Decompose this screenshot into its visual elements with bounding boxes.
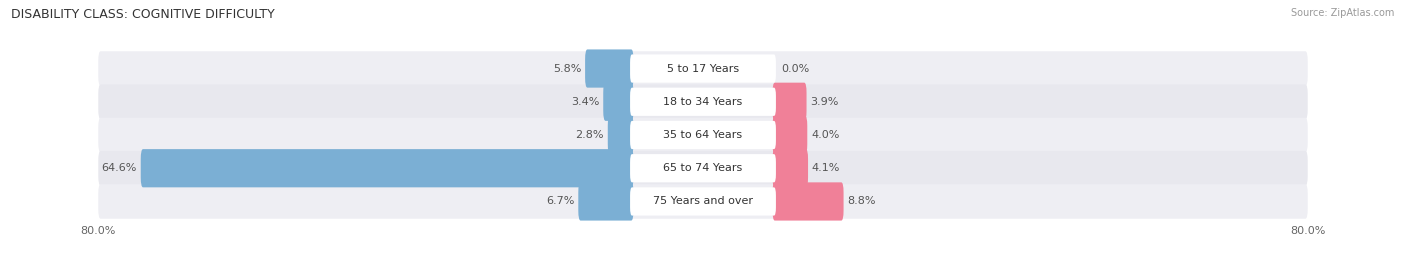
FancyBboxPatch shape bbox=[585, 49, 634, 88]
Text: 6.7%: 6.7% bbox=[546, 197, 575, 207]
FancyBboxPatch shape bbox=[98, 85, 1308, 119]
FancyBboxPatch shape bbox=[98, 118, 1308, 152]
FancyBboxPatch shape bbox=[630, 121, 776, 149]
Text: 2.8%: 2.8% bbox=[575, 130, 605, 140]
FancyBboxPatch shape bbox=[772, 182, 844, 221]
Text: 3.9%: 3.9% bbox=[810, 97, 839, 107]
Text: Source: ZipAtlas.com: Source: ZipAtlas.com bbox=[1291, 8, 1395, 18]
Text: 0.0%: 0.0% bbox=[780, 63, 808, 73]
Text: 3.4%: 3.4% bbox=[571, 97, 599, 107]
Text: 64.6%: 64.6% bbox=[101, 163, 136, 173]
Text: 65 to 74 Years: 65 to 74 Years bbox=[664, 163, 742, 173]
Legend: Male, Female: Male, Female bbox=[641, 269, 765, 270]
FancyBboxPatch shape bbox=[98, 51, 1308, 86]
Text: 18 to 34 Years: 18 to 34 Years bbox=[664, 97, 742, 107]
FancyBboxPatch shape bbox=[630, 88, 776, 116]
Text: 5.8%: 5.8% bbox=[553, 63, 581, 73]
FancyBboxPatch shape bbox=[630, 55, 776, 83]
FancyBboxPatch shape bbox=[98, 184, 1308, 219]
Text: 4.0%: 4.0% bbox=[811, 130, 839, 140]
FancyBboxPatch shape bbox=[607, 116, 634, 154]
Text: 5 to 17 Years: 5 to 17 Years bbox=[666, 63, 740, 73]
FancyBboxPatch shape bbox=[772, 149, 808, 187]
Text: 4.1%: 4.1% bbox=[811, 163, 841, 173]
FancyBboxPatch shape bbox=[98, 151, 1308, 185]
Text: 75 Years and over: 75 Years and over bbox=[652, 197, 754, 207]
FancyBboxPatch shape bbox=[141, 149, 634, 187]
FancyBboxPatch shape bbox=[772, 116, 807, 154]
Text: 8.8%: 8.8% bbox=[848, 197, 876, 207]
FancyBboxPatch shape bbox=[630, 187, 776, 215]
FancyBboxPatch shape bbox=[578, 182, 634, 221]
FancyBboxPatch shape bbox=[603, 83, 634, 121]
FancyBboxPatch shape bbox=[772, 83, 807, 121]
Text: 35 to 64 Years: 35 to 64 Years bbox=[664, 130, 742, 140]
FancyBboxPatch shape bbox=[630, 154, 776, 182]
Text: DISABILITY CLASS: COGNITIVE DIFFICULTY: DISABILITY CLASS: COGNITIVE DIFFICULTY bbox=[11, 8, 276, 21]
